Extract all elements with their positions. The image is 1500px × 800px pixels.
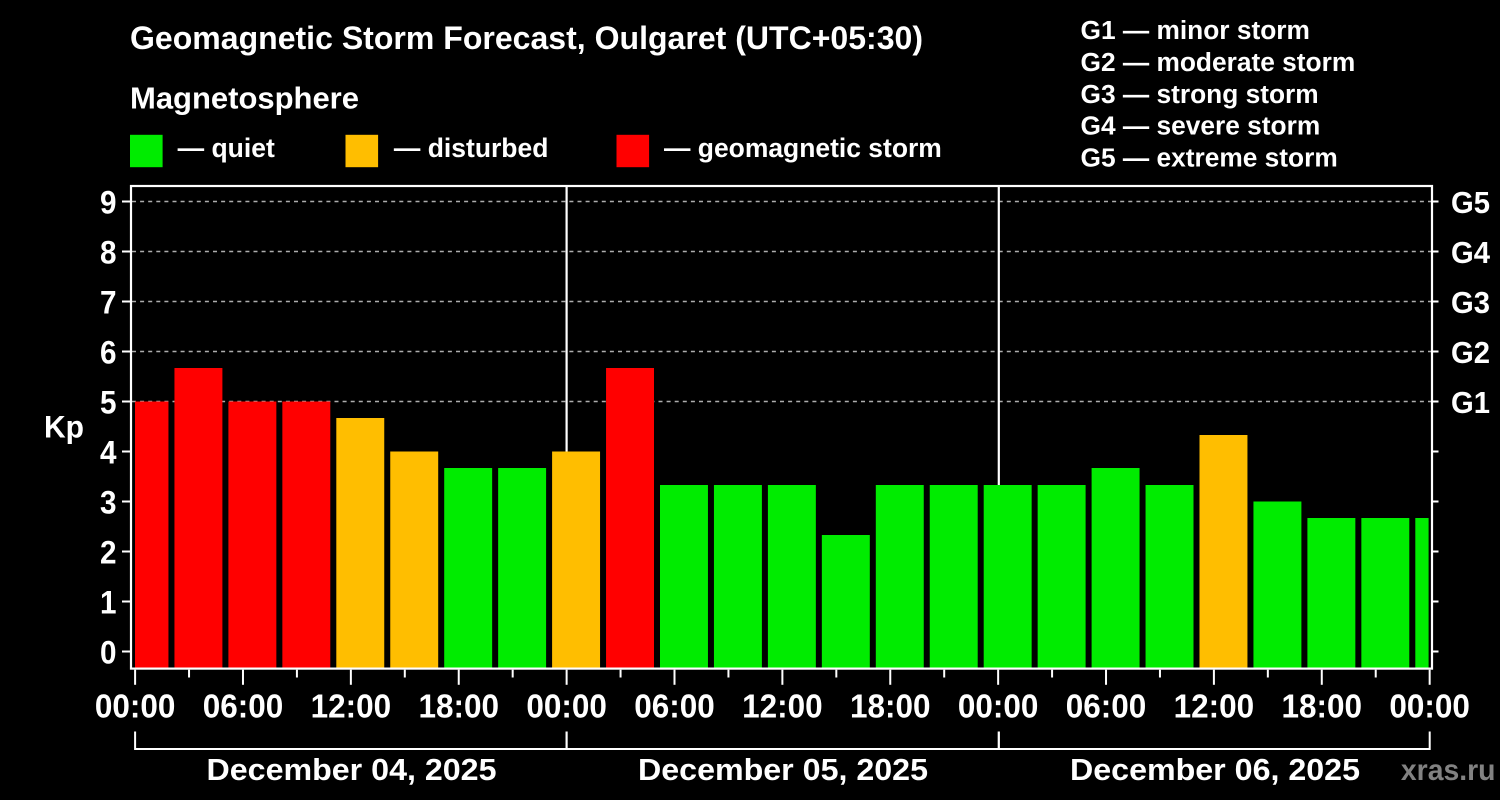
svg-text:G4 — severe storm: G4 — severe storm bbox=[1081, 111, 1321, 141]
svg-text:Kp: Kp bbox=[44, 410, 84, 445]
svg-text:00:00: 00:00 bbox=[526, 687, 607, 724]
svg-text:Geomagnetic Storm Forecast, Ou: Geomagnetic Storm Forecast, Oulgaret (UT… bbox=[130, 20, 923, 56]
svg-text:1: 1 bbox=[100, 584, 117, 620]
svg-text:00:00: 00:00 bbox=[95, 687, 176, 724]
svg-text:G5 — extreme storm: G5 — extreme storm bbox=[1081, 143, 1338, 173]
svg-text:G1: G1 bbox=[1451, 385, 1490, 420]
svg-text:8: 8 bbox=[100, 234, 117, 270]
svg-text:— quiet: — quiet bbox=[178, 133, 275, 163]
svg-text:G3: G3 bbox=[1451, 285, 1490, 320]
svg-text:00:00: 00:00 bbox=[958, 687, 1039, 724]
svg-text:9: 9 bbox=[100, 184, 117, 220]
svg-text:12:00: 12:00 bbox=[1174, 687, 1255, 724]
svg-text:5: 5 bbox=[100, 384, 117, 420]
svg-text:7: 7 bbox=[100, 284, 117, 320]
svg-text:G2 — moderate storm: G2 — moderate storm bbox=[1081, 47, 1356, 77]
svg-text:— disturbed: — disturbed bbox=[394, 133, 549, 163]
svg-text:06:00: 06:00 bbox=[1066, 687, 1147, 724]
svg-text:xras.ru: xras.ru bbox=[1401, 754, 1496, 787]
svg-text:December 04, 2025: December 04, 2025 bbox=[207, 752, 497, 787]
svg-text:G4: G4 bbox=[1451, 235, 1491, 270]
svg-text:4: 4 bbox=[100, 434, 117, 470]
svg-text:3: 3 bbox=[100, 484, 117, 520]
svg-text:00:00: 00:00 bbox=[1389, 687, 1470, 724]
svg-text:December 06, 2025: December 06, 2025 bbox=[1070, 752, 1360, 787]
svg-text:2: 2 bbox=[100, 534, 117, 570]
svg-text:G1 — minor storm: G1 — minor storm bbox=[1081, 15, 1310, 45]
svg-text:12:00: 12:00 bbox=[311, 687, 392, 724]
svg-text:06:00: 06:00 bbox=[203, 687, 284, 724]
svg-text:Magnetosphere: Magnetosphere bbox=[130, 81, 359, 116]
svg-text:12:00: 12:00 bbox=[742, 687, 823, 724]
svg-text:18:00: 18:00 bbox=[418, 687, 499, 724]
svg-text:6: 6 bbox=[100, 334, 117, 370]
svg-text:18:00: 18:00 bbox=[1282, 687, 1363, 724]
svg-text:0: 0 bbox=[100, 634, 117, 670]
svg-text:G2: G2 bbox=[1451, 335, 1490, 370]
svg-text:18:00: 18:00 bbox=[850, 687, 931, 724]
svg-text:G5: G5 bbox=[1451, 185, 1490, 220]
svg-text:December 05, 2025: December 05, 2025 bbox=[638, 752, 928, 787]
svg-text:— geomagnetic storm: — geomagnetic storm bbox=[664, 133, 942, 163]
svg-text:G3 — strong storm: G3 — strong storm bbox=[1081, 79, 1319, 109]
svg-text:06:00: 06:00 bbox=[634, 687, 715, 724]
